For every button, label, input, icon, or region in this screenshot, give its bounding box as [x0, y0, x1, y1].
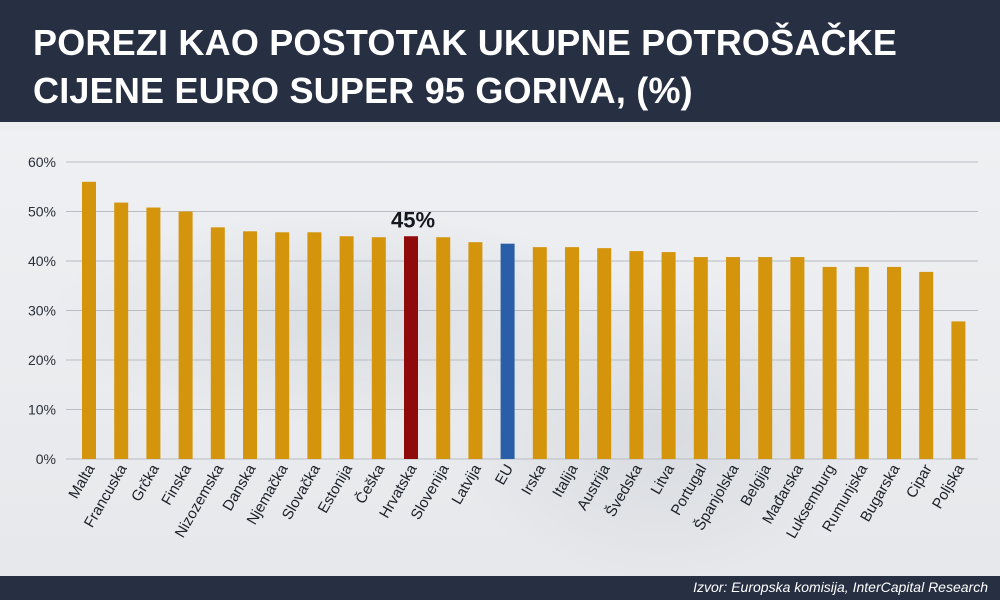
bar-austrija [597, 248, 612, 459]
data-label: 45% [391, 207, 435, 232]
category-label: EU [492, 462, 517, 489]
bar-slovačka [307, 232, 322, 459]
category-label: Italija [549, 461, 582, 500]
category-label: Malta [65, 461, 98, 502]
category-label: Cipar [903, 462, 936, 502]
bar-malta [82, 181, 96, 460]
y-tick-label: 30% [28, 303, 56, 319]
bar-hrvatska [404, 236, 418, 459]
bar-latvija [468, 242, 483, 459]
bar-mađarska [790, 257, 805, 459]
y-tick-label: 60% [28, 154, 56, 170]
chart-title-line-2: CIJENE EURO SUPER 95 GORIVA, (%) [33, 70, 693, 111]
category-label: Grčka [128, 461, 163, 505]
y-tick-label: 40% [28, 253, 56, 269]
bar-eu [500, 243, 515, 459]
bar-cipar [919, 271, 934, 459]
bar-češka [371, 237, 386, 459]
y-tick-label: 20% [28, 352, 56, 368]
category-label: Irska [518, 461, 549, 498]
bar-irska [532, 247, 547, 459]
bar-chart: 0%10%20%30%40%50%60%MaltaFrancuskaGrčkaF… [28, 154, 978, 541]
category-label: Latvija [448, 461, 485, 508]
bar-švedska [629, 251, 644, 459]
y-tick-label: 10% [28, 402, 56, 418]
bar-litva [661, 252, 676, 459]
source-text: Izvor: Europska komisija, InterCapital R… [693, 579, 988, 595]
bar-njemačka [275, 232, 290, 459]
bar-estonija [339, 236, 354, 459]
y-tick-label: 0% [36, 451, 56, 467]
bar-luksemburg [822, 266, 837, 459]
bar-poljska [951, 321, 966, 459]
chart-title-line-1: POREZI KAO POSTOTAK UKUPNE POTROŠAČKE [33, 22, 898, 63]
y-tick-label: 50% [28, 204, 56, 220]
title-banner: POREZI KAO POSTOTAK UKUPNE POTROŠAČKE CI… [0, 0, 1000, 122]
bar-rumunjska [854, 266, 869, 459]
bar-portugal [693, 257, 708, 459]
bar-italija [565, 247, 579, 459]
bar-danska [243, 231, 257, 459]
bar-belgija [758, 257, 773, 459]
bar-grčka [146, 207, 161, 459]
bar-nizozemska [210, 227, 225, 459]
bar-francuska [114, 202, 129, 459]
bar-slovenija [436, 237, 451, 459]
category-label: Poljska [929, 461, 968, 512]
source-footer: Izvor: Europska komisija, InterCapital R… [0, 576, 1000, 600]
category-label: Litva [647, 461, 678, 498]
bar-bugarska [887, 266, 901, 459]
bar-španjolska [726, 257, 740, 459]
bar-finska [178, 211, 193, 459]
